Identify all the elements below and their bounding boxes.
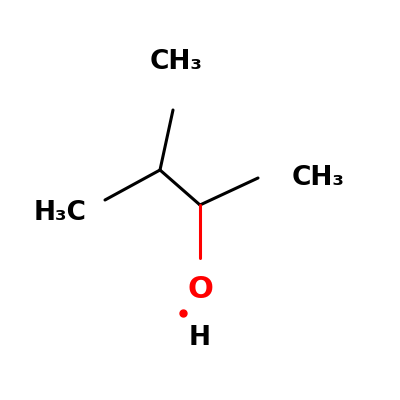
Text: CH₃: CH₃ <box>292 165 344 191</box>
Text: CH₃: CH₃ <box>150 49 202 75</box>
Text: H: H <box>189 325 211 351</box>
Text: O: O <box>187 276 213 304</box>
Text: H₃C: H₃C <box>34 200 86 226</box>
